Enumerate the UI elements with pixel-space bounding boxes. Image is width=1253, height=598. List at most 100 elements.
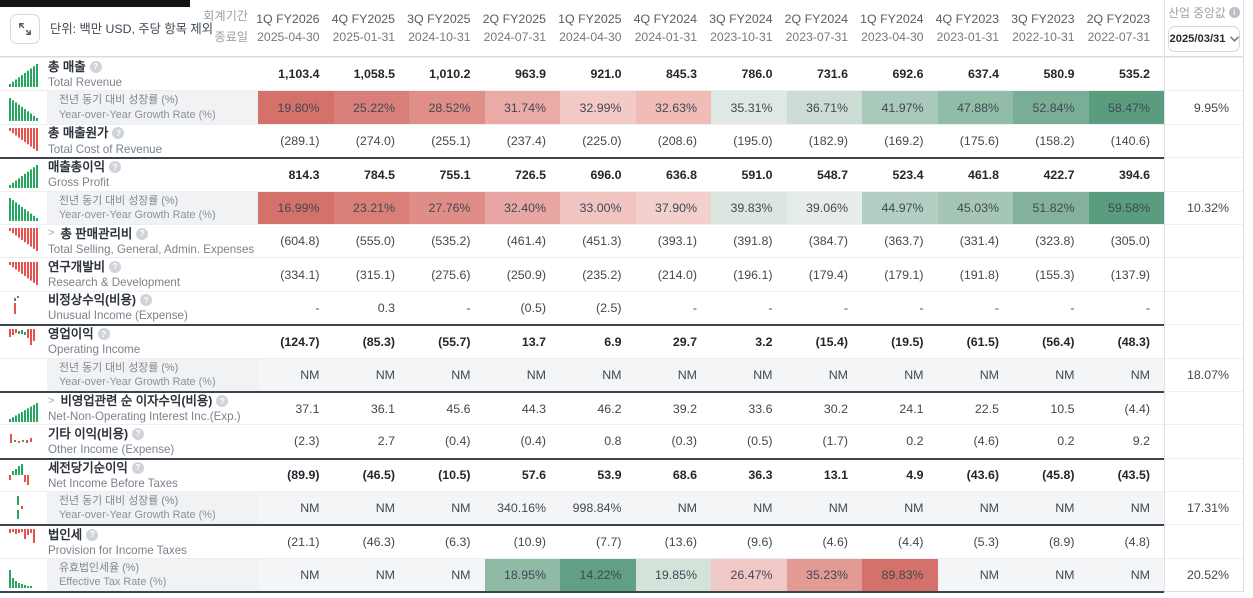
value-cell: (155.3) bbox=[1013, 257, 1089, 290]
help-icon[interactable]: ? bbox=[132, 427, 145, 440]
info-icon[interactable]: i bbox=[1228, 7, 1240, 18]
value-cell: (5.3) bbox=[937, 524, 1013, 557]
chevron-right-icon[interactable]: > bbox=[48, 227, 55, 240]
value-cell: (363.7) bbox=[862, 223, 938, 257]
help-icon[interactable]: ? bbox=[131, 461, 144, 474]
value-cell: (208.6) bbox=[635, 123, 711, 157]
value-cell: NM bbox=[484, 357, 560, 391]
help-icon[interactable]: ? bbox=[86, 528, 99, 541]
table-row: 연구개발비? Research & Development (334.1) (315.… bbox=[0, 257, 1244, 291]
help-icon[interactable]: ? bbox=[112, 127, 125, 140]
value-cell: 59.58% bbox=[1088, 190, 1164, 224]
row-label-cell: 영업이익? Operating Income bbox=[0, 324, 258, 357]
value-cell: (89.9) bbox=[258, 457, 334, 491]
mini-bars-up-green-icon bbox=[8, 61, 38, 88]
table-row: 기타 이익(비용)? Other Income (Expense) (2.3) 2.7… bbox=[0, 424, 1244, 458]
value-cell: 535.2 bbox=[1088, 57, 1164, 90]
row-label-ko[interactable]: > 총 판매관리비? bbox=[48, 226, 254, 242]
row-label-en: Total Selling, General, Admin. Expenses bbox=[48, 242, 255, 256]
value-cell: 4.9 bbox=[862, 457, 938, 491]
value-cell: (8.9) bbox=[1013, 524, 1089, 557]
value-cell: 27.76% bbox=[409, 190, 485, 224]
industry-median-cell: 17.31% bbox=[1164, 491, 1244, 525]
median-date-dropdown[interactable]: 2025/03/31 bbox=[1168, 26, 1240, 52]
value-cell: 23.21% bbox=[333, 190, 409, 224]
subrow-label-en: Year-over-Year Growth Rate (%) bbox=[59, 208, 216, 221]
value-cell: (393.1) bbox=[635, 223, 711, 257]
help-icon[interactable]: ? bbox=[109, 161, 121, 174]
value-cell: 30.2 bbox=[786, 390, 862, 424]
row-label: 법인세? Provision for Income Taxes bbox=[48, 527, 187, 558]
row-label-ko-text: 비정상수익(비용) bbox=[48, 293, 137, 308]
value-cell: (535.2) bbox=[409, 223, 485, 257]
value-cell: 39.06% bbox=[786, 190, 862, 224]
industry-median-cell: 18.07% bbox=[1164, 357, 1244, 391]
table-row: 총 매출원가? Total Cost of Revenue (289.1) (274.… bbox=[0, 123, 1244, 158]
mini-candle-mixed-icon bbox=[8, 295, 38, 321]
industry-median-cell: 10.32% bbox=[1164, 190, 1244, 224]
value-cell: (331.4) bbox=[937, 223, 1013, 257]
table-rows: 총 매출? Total Revenue 1,103.4 1,058.5 1,010.2 9… bbox=[0, 57, 1244, 592]
value-cell: 22.5 bbox=[937, 390, 1013, 424]
row-label-en: Total Cost of Revenue bbox=[48, 142, 163, 156]
subrow-label: 전년 동기 대비 성장률 (%) Year-over-Year Growth Ra… bbox=[47, 492, 258, 525]
row-label: 기타 이익(비용)? Other Income (Expense) bbox=[48, 426, 174, 457]
value-cell: 9.2 bbox=[1088, 424, 1164, 457]
value-cell: 591.0 bbox=[711, 157, 787, 190]
value-cell: (4.4) bbox=[862, 524, 938, 557]
value-cell: 963.9 bbox=[484, 57, 560, 90]
value-cell: NM bbox=[635, 357, 711, 391]
value-cell: 1,010.2 bbox=[409, 57, 485, 90]
help-icon[interactable]: ? bbox=[136, 227, 149, 240]
value-cell: NM bbox=[258, 491, 334, 525]
column-end-date: 2022-10-31 bbox=[1012, 30, 1075, 45]
help-icon[interactable]: ? bbox=[140, 294, 153, 307]
value-cell: 51.82% bbox=[1013, 190, 1089, 224]
row-label-ko-text: 총 매출원가 bbox=[48, 126, 109, 141]
expand-table-button[interactable] bbox=[10, 14, 40, 44]
value-cell: 814.3 bbox=[258, 157, 334, 190]
value-cell: (451.3) bbox=[560, 223, 636, 257]
table-row: > 총 판매관리비? Total Selling, General, Admin. … bbox=[0, 223, 1244, 258]
help-icon[interactable]: ? bbox=[109, 261, 121, 273]
value-cell: (124.7) bbox=[258, 324, 334, 357]
industry-median-cell bbox=[1164, 424, 1244, 458]
subrow-label-ko: 전년 동기 대비 성장률 (%) bbox=[59, 495, 179, 508]
row-label-cell: 전년 동기 대비 성장률 (%) Year-over-Year Growth Ra… bbox=[0, 357, 258, 391]
value-cell: (274.0) bbox=[333, 123, 409, 157]
chevron-right-icon[interactable]: > bbox=[48, 394, 55, 407]
value-cell: 32.99% bbox=[560, 90, 636, 124]
help-icon[interactable]: ? bbox=[216, 395, 229, 408]
subrow-label: 전년 동기 대비 성장률 (%) Year-over-Year Growth Ra… bbox=[47, 358, 258, 391]
mini-bars-down-green-small-icon bbox=[8, 562, 38, 589]
value-cell: 52.84% bbox=[1013, 90, 1089, 124]
value-cell: (4.6) bbox=[937, 424, 1013, 457]
value-cell: (56.4) bbox=[1013, 324, 1089, 357]
value-cell: 13.1 bbox=[786, 457, 862, 491]
help-icon[interactable]: ? bbox=[97, 328, 110, 341]
row-label-cell: 세전당기순이익? Net Income Before Taxes bbox=[0, 457, 258, 491]
column-period: 3Q FY2023 bbox=[1011, 11, 1075, 26]
industry-median-cell bbox=[1164, 57, 1244, 91]
table-row: 매출총이익? Gross Profit 814.3 784.5 755.1 726.5 69… bbox=[0, 157, 1244, 191]
row-label-ko[interactable]: > 비영업관련 순 이자수익(비용)? bbox=[48, 393, 241, 409]
subrow-label-ko: 전년 동기 대비 성장률 (%) bbox=[59, 194, 179, 207]
row-label: 총 매출? Total Revenue bbox=[48, 59, 122, 90]
value-cell: NM bbox=[1013, 357, 1089, 391]
value-cell: (391.8) bbox=[711, 223, 787, 257]
column-end-date: 2025-04-30 bbox=[257, 30, 320, 45]
value-cell: 33.6 bbox=[711, 390, 787, 424]
value-cell: NM bbox=[862, 357, 938, 391]
industry-median-cell bbox=[1164, 457, 1244, 492]
value-cell: (6.3) bbox=[409, 524, 485, 557]
value-cell: (0.5) bbox=[711, 424, 787, 457]
subrow-label-ko: 전년 동기 대비 성장률 (%) bbox=[59, 94, 179, 107]
value-cell: 28.52% bbox=[409, 90, 485, 124]
mini-bars-up-green-small-icon bbox=[8, 396, 38, 422]
industry-median-cell bbox=[1164, 290, 1244, 325]
value-cell: - bbox=[1013, 290, 1089, 324]
column-header: 2Q FY2024 2023-07-31 bbox=[785, 0, 862, 57]
value-cell: (13.6) bbox=[635, 524, 711, 557]
help-icon[interactable]: ? bbox=[89, 60, 102, 73]
subrow-label-en: Year-over-Year Growth Rate (%) bbox=[59, 509, 216, 522]
